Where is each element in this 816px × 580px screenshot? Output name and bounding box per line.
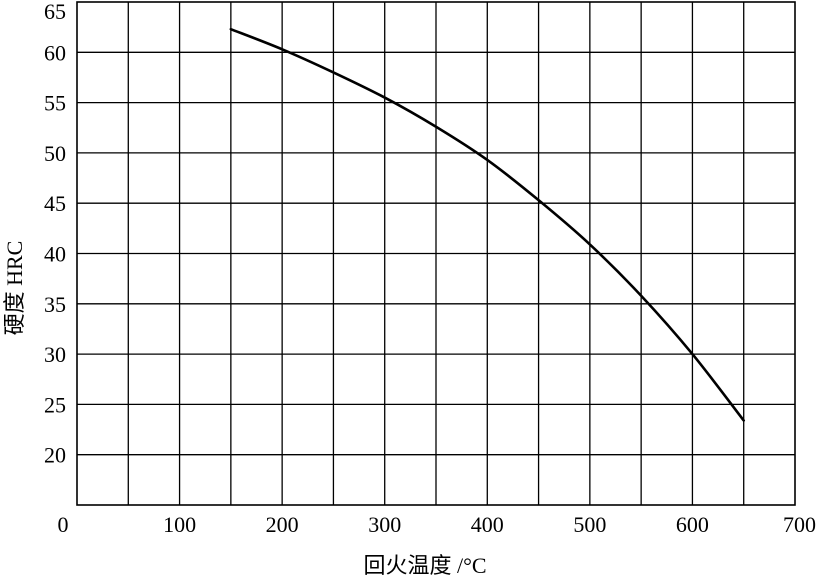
- y-tick-label: 20: [44, 443, 66, 468]
- x-tick-label: 100: [163, 512, 196, 537]
- y-tick-label: 25: [44, 392, 66, 417]
- y-tick-label: 30: [44, 342, 66, 367]
- hardness-curve: [229, 27, 746, 422]
- y-tick-label: 45: [44, 191, 66, 216]
- x-tick-label: 600: [676, 512, 709, 537]
- x-tick-label: 700: [783, 512, 816, 537]
- x-tick-label: 300: [368, 512, 401, 537]
- y-tick-label: 55: [44, 91, 66, 116]
- grid-layer: [77, 2, 795, 505]
- y-tick-label: 60: [44, 40, 66, 65]
- curve-layer: [229, 27, 746, 422]
- x-tick-labels: 0 100 200 300 400 500 600 700: [58, 512, 816, 537]
- y-tick-label: 40: [44, 242, 66, 267]
- x-tick-label: 0: [58, 512, 69, 537]
- y-tick-label: 65: [44, 0, 66, 24]
- y-axis-label: 硬度 HRC: [2, 241, 27, 336]
- plot-frame: [76, 1, 796, 506]
- y-tick-labels: 20 25 30 35 40 45 50 55 60 65: [44, 0, 66, 468]
- y-tick-label: 50: [44, 141, 66, 166]
- x-tick-label: 400: [471, 512, 504, 537]
- y-tick-label: 35: [44, 292, 66, 317]
- x-axis-label: 回火温度 /°C: [363, 553, 486, 578]
- x-tick-label: 500: [573, 512, 606, 537]
- x-tick-label: 200: [266, 512, 299, 537]
